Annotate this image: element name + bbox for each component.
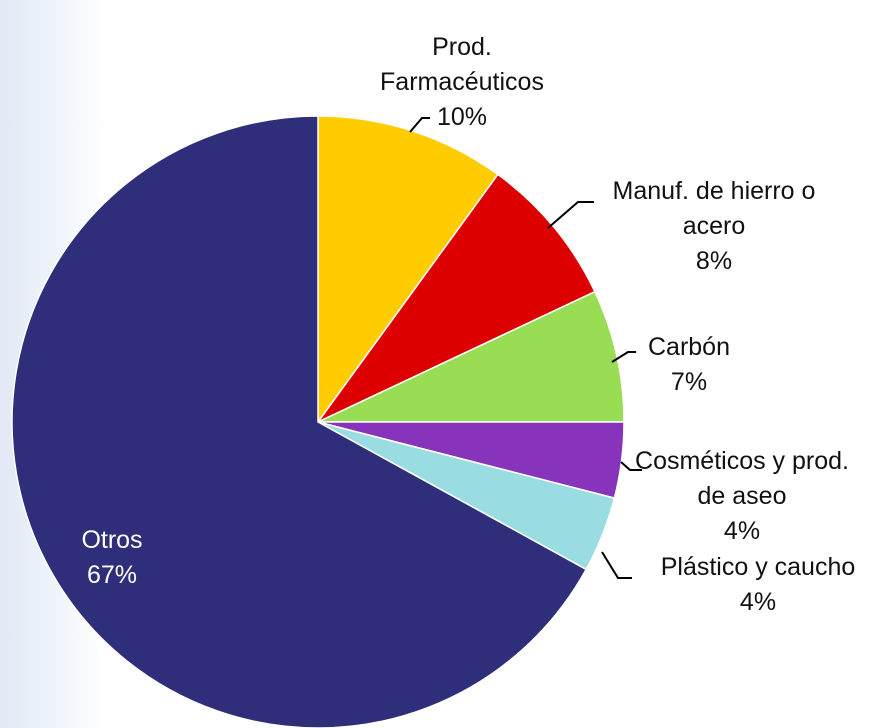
category-label: Otros (81, 526, 143, 554)
leader-lines (409, 117, 642, 579)
category-label: Carbón (648, 333, 730, 361)
slice-label: Plástico y caucho 4% (633, 550, 883, 620)
value-label: 4% (723, 517, 761, 545)
pie-slice (11, 115, 588, 728)
value-label: 8% (695, 247, 733, 275)
leader-line (547, 201, 594, 229)
category-label: Cosméticos y prod. de aseo (635, 447, 849, 510)
slice-label: Carbón 7% (589, 330, 789, 400)
value-label: 4% (739, 588, 777, 616)
leader-line (601, 551, 632, 579)
slice-label: Manuf. de hierro o acero 8% (584, 174, 844, 279)
value-label: 7% (670, 368, 708, 396)
pie (11, 115, 625, 728)
category-label: Plástico y caucho (660, 553, 856, 581)
value-label: 67% (86, 561, 138, 589)
leader-line (611, 351, 636, 363)
leader-line (409, 117, 430, 133)
slice-label: Cosméticos y prod. de aseo 4% (622, 444, 862, 549)
leader-line (620, 461, 642, 471)
category-label: Manuf. de hierro o acero (612, 177, 816, 240)
category-label: Prod. Farmacéuticos (380, 33, 544, 96)
slice-label: Otros 67% (37, 523, 187, 593)
value-label: 10% (436, 103, 488, 131)
pie-slice (317, 173, 596, 423)
slice-label: Prod. Farmacéuticos 10% (352, 30, 572, 135)
pie-slice (317, 290, 625, 423)
pie-slice (317, 115, 499, 425)
